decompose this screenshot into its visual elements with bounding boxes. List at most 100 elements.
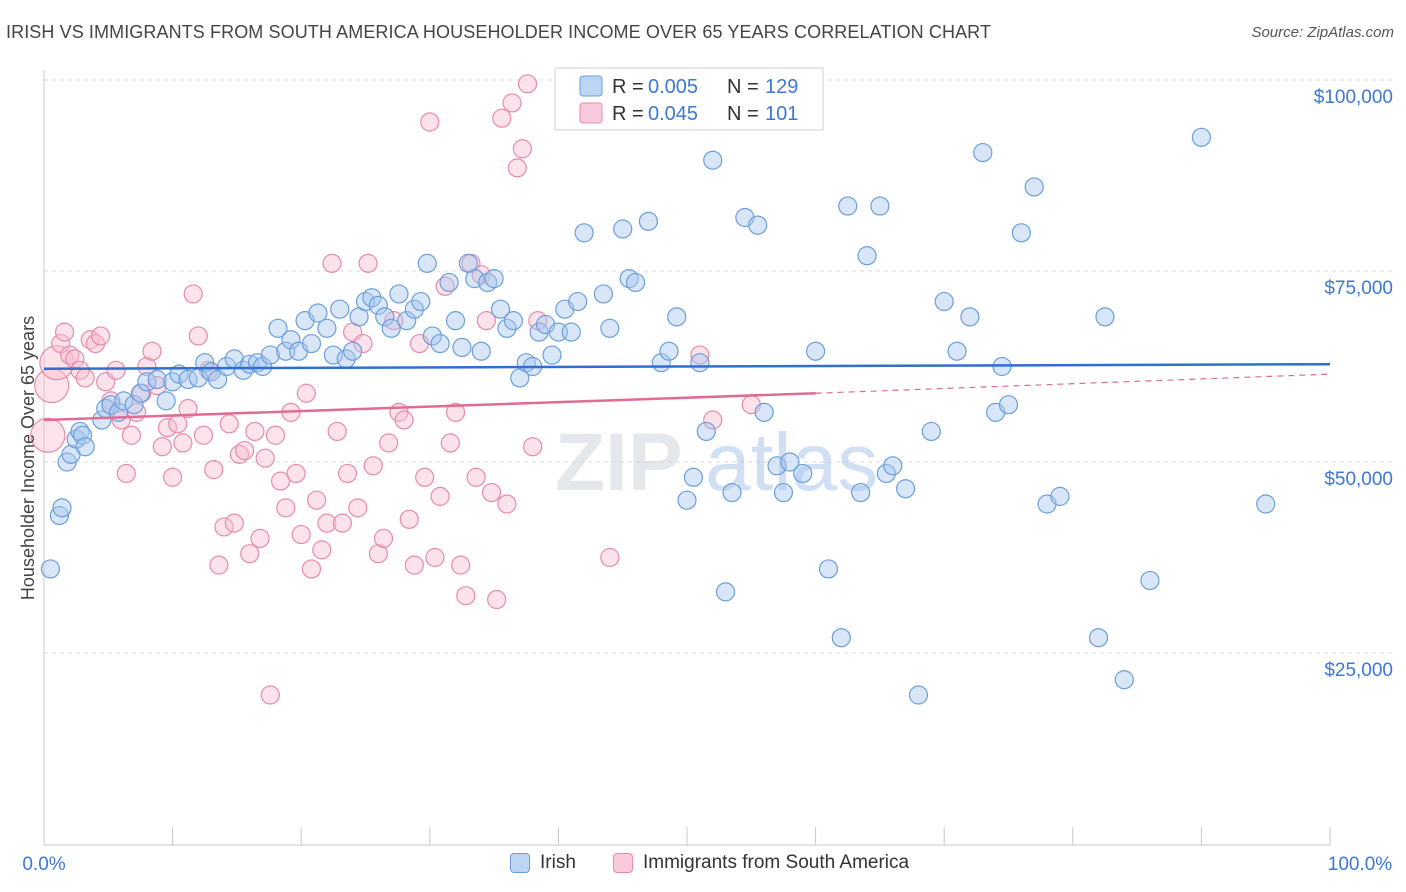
data-point-irish	[317, 318, 337, 338]
data-point-south-america	[250, 528, 270, 549]
data-point-irish	[870, 196, 890, 216]
data-point-south-america	[415, 467, 435, 487]
data-point-south-america	[312, 540, 332, 560]
data-point-irish	[754, 402, 774, 422]
data-point-south-america	[163, 467, 183, 487]
data-point-south-america	[224, 513, 244, 533]
data-point-irish	[561, 322, 581, 342]
axis-labels: $25,000 $50,000 $75,000 $100,000 0.0% 100.0% H…	[18, 87, 1393, 875]
data-point-irish	[323, 345, 343, 365]
data-point-irish	[101, 395, 121, 415]
legend-item-south-america[interactable]: Immigrants from South America	[613, 852, 909, 874]
data-point-south-america	[492, 108, 512, 128]
data-point-south-america	[307, 490, 327, 510]
data-point-irish	[625, 272, 646, 293]
trend-lines	[43, 362, 1331, 422]
data-point-south-america	[507, 158, 527, 178]
data-point-irish	[1140, 570, 1160, 591]
data-point-irish	[593, 284, 614, 304]
data-point-irish	[343, 341, 363, 361]
data-point-irish	[92, 410, 112, 430]
stats-legend-irish-swatch	[579, 75, 603, 97]
data-point-irish	[471, 341, 491, 361]
data-point-south-america	[193, 425, 214, 445]
data-point-irish	[1256, 494, 1276, 514]
data-point-irish	[722, 482, 742, 503]
y-tick-label: $100,000	[1314, 87, 1393, 108]
data-point-irish	[490, 299, 511, 319]
data-point-south-america	[399, 509, 419, 529]
data-point-irish	[677, 490, 697, 510]
data-point-irish	[375, 307, 395, 327]
data-point-irish	[857, 246, 877, 266]
bottom-legend: Irish Immigrants from South America	[0, 848, 1406, 880]
data-point-south-america	[214, 517, 234, 537]
data-point-irish	[690, 353, 710, 373]
data-point-irish	[773, 482, 794, 503]
data-point-south-america	[445, 402, 466, 422]
data-point-irish	[696, 421, 716, 442]
stats-legend: R = 0.005 N = 129 R = 0.045 N = 101	[554, 67, 824, 131]
stats-irish-r-value: 0.005	[648, 76, 698, 98]
data-point-irish	[703, 150, 723, 170]
data-point-south-america	[497, 494, 517, 514]
data-point-south-america	[291, 524, 311, 545]
chart-source: Source: ZipAtlas.com	[1251, 24, 1394, 41]
data-point-south-america	[235, 440, 255, 461]
data-point-irish	[876, 463, 896, 484]
data-point-irish	[40, 559, 61, 579]
legend-sa-swatch	[613, 853, 633, 873]
series-irish-points	[40, 81, 1276, 705]
data-point-irish	[780, 452, 800, 472]
data-point-south-america	[178, 398, 198, 419]
data-point-south-america	[255, 448, 275, 468]
data-point-irish	[831, 628, 851, 648]
data-point-irish	[960, 307, 980, 327]
data-point-south-america	[690, 345, 710, 365]
data-point-irish	[484, 269, 504, 289]
trend-line-south-america	[43, 391, 816, 422]
data-point-irish	[503, 311, 523, 331]
data-point-south-america	[435, 276, 455, 296]
data-point-south-america	[523, 437, 543, 457]
data-point-south-america	[90, 326, 111, 346]
data-point-irish	[260, 345, 280, 365]
data-point-irish	[767, 456, 787, 476]
data-point-irish	[422, 326, 442, 346]
stats-sa-n-label: N =	[727, 103, 759, 125]
y-tick-label: $25,000	[1324, 660, 1393, 681]
data-point-irish	[308, 303, 328, 323]
data-point-irish	[1088, 628, 1109, 648]
data-point-irish	[452, 337, 472, 357]
legend-item-irish[interactable]: Irish	[510, 852, 576, 874]
data-point-irish	[362, 288, 382, 308]
data-point-south-america	[265, 425, 286, 445]
data-point-irish	[301, 333, 322, 354]
data-point-irish	[404, 299, 424, 319]
data-point-south-america	[168, 414, 188, 434]
data-point-irish	[114, 391, 134, 411]
legend-irish-swatch	[510, 853, 530, 873]
data-point-south-america	[440, 433, 460, 453]
data-point-irish	[683, 467, 704, 487]
data-point-irish	[465, 269, 485, 289]
y-tick-label: $50,000	[1324, 469, 1393, 490]
data-point-irish	[1011, 223, 1031, 243]
data-point-irish	[818, 559, 839, 579]
data-point-south-america	[502, 93, 522, 113]
data-point-south-america	[332, 513, 352, 533]
data-point-irish	[397, 311, 417, 331]
data-point-irish	[253, 356, 273, 377]
trend-line-south-america-extrapolated	[815, 373, 1331, 394]
data-point-irish	[1191, 127, 1212, 147]
data-point-south-america	[286, 463, 306, 484]
data-point-irish	[667, 307, 687, 327]
data-point-irish	[169, 364, 189, 384]
data-point-irish	[805, 341, 826, 361]
data-point-irish	[439, 272, 459, 293]
data-point-irish	[793, 463, 813, 484]
data-point-south-america	[373, 528, 394, 549]
data-point-south-america	[245, 421, 265, 442]
data-point-irish	[1050, 486, 1070, 506]
data-point-irish	[497, 318, 517, 338]
